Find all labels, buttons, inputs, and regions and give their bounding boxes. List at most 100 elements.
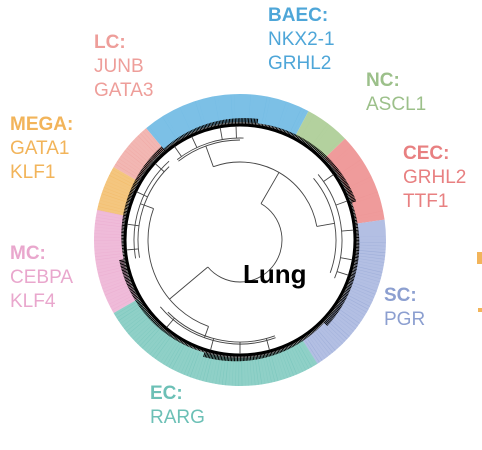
ring-streak [352,281,377,292]
ring-streak [98,202,124,211]
ring-streak [94,245,121,248]
ring-streak [126,147,148,165]
ring-streak [278,353,288,379]
cluster-name: MEGA: [10,114,74,135]
ring-streak [97,206,124,213]
ring-streak [353,279,378,289]
ring-streak [351,284,376,295]
dendrogram-branch [313,178,337,273]
ring-streak [358,258,385,263]
ring-streak [228,359,232,386]
ring-streak [179,106,191,131]
ring-streak [357,263,384,270]
cluster-gene: PGR [384,309,426,330]
ring-streak [300,114,315,137]
ring-streak [349,289,373,301]
ring-sector-baec [146,94,309,150]
ring-streak [100,274,126,283]
ring-streak [355,271,381,280]
dendrogram-branch [140,203,154,209]
ring-streak [122,152,144,169]
ring-streak [171,346,185,370]
ring-streak [95,256,122,261]
dendrogram-branch [265,338,270,351]
ring-streak [98,269,124,277]
ring-streak [248,94,251,121]
ring-streak [118,158,141,174]
ring-sector-sc [302,219,386,364]
ring-streak [100,196,126,205]
ring-streak [144,330,162,351]
ring-streak [314,125,331,147]
ring-streak [180,349,192,374]
cutoff-mark [477,252,482,264]
ring-streak [318,330,336,351]
ring-streak [140,133,159,153]
ring-streak [161,116,177,139]
ring-streak [137,135,157,155]
ring-streak [157,338,173,361]
cluster-gene: TTF1 [403,191,449,212]
ring-streak [235,359,237,386]
ring-streak [107,290,132,302]
ring-streak [94,226,121,230]
ring-streak [108,175,133,188]
cluster-gene: ASCL1 [366,94,427,115]
ring-streak [96,213,122,219]
ring-sector-cec [324,138,385,224]
ring-streak [339,306,362,322]
ring-streak [196,354,205,380]
dendrogram-branch [210,338,215,351]
ring-streak [313,334,331,355]
ring-streak [215,358,221,385]
ring-streak [246,359,249,386]
ring-streak [132,321,153,340]
ring-streak [113,166,137,181]
ring-streak [346,294,371,307]
ring-streak [358,219,385,224]
ring-streak [322,326,341,347]
ring-streak [95,258,122,264]
ring-streak [265,357,272,383]
ring-streak [356,268,382,276]
ring-streak [347,176,372,189]
ring-streak [303,341,318,364]
cluster-gene: NKX2-1 [268,29,335,50]
ring-streak [218,358,223,385]
ring-streak [230,94,233,121]
cluster-label-sc: SC: PGR [384,284,425,332]
ring-streak [101,193,127,203]
dendrogram-branch [137,166,170,258]
ring-streak [124,150,146,167]
ring-streak [316,332,334,353]
ring-streak [341,303,364,319]
cluster-name: BAEC: [268,5,329,26]
ring-streak [270,355,279,382]
cluster-gene: GATA3 [94,80,154,101]
dendrogram-branch [207,203,283,283]
cluster-gene: KLF1 [10,162,56,183]
dendrogram-branch [340,257,353,261]
ring-streak [260,358,266,384]
ring-streak [122,310,144,327]
ring-streak [103,187,129,198]
dendrogram-branch [219,127,223,140]
ring-streak [339,158,362,174]
ring-streak [347,291,372,304]
ring-streak [309,337,326,359]
cluster-gene: GATA1 [10,138,70,159]
ring-streak [130,319,151,337]
ring-streak [331,145,352,163]
ring-streak [104,285,130,296]
ring-streak [273,355,282,381]
ring-streak [281,352,291,378]
dendrogram-branch [213,161,318,227]
ring-streak [165,343,180,367]
dendrogram-branch [167,311,276,343]
ring-streak [342,301,366,316]
ring-streak [186,351,197,377]
cluster-label-baec: BAEC: NKX2-1 GRHL2 [268,4,335,76]
ring-streak [194,100,204,126]
ring-streak [214,96,220,122]
ring-streak [116,303,139,319]
